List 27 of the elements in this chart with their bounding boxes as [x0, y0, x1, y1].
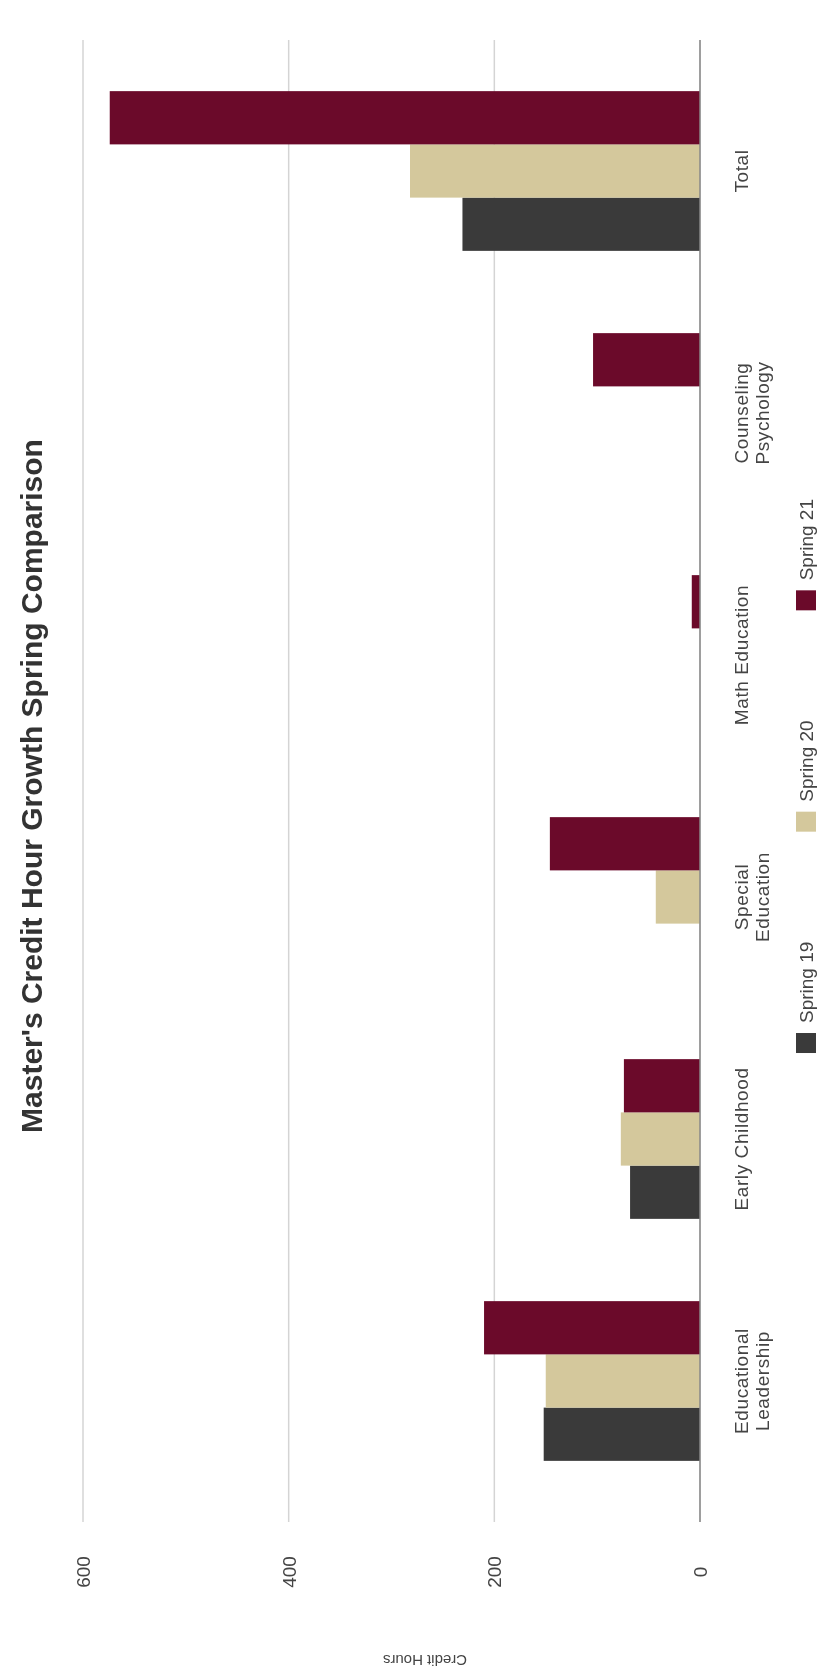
bar [620, 1112, 700, 1166]
y-tick-label: Early Childhood [731, 1067, 752, 1211]
bar [630, 1165, 700, 1219]
bar [549, 817, 700, 871]
bar [462, 197, 700, 251]
x-tick-label: 400 [278, 1556, 300, 1588]
bar [410, 144, 700, 198]
text: Master's Credit Hour Growth Spring Comparison [15, 439, 48, 1133]
x-tick-label: 0 [690, 1566, 711, 1578]
y-tick-label: Counseling Psychology [731, 361, 773, 465]
text: Spring 19 [796, 941, 817, 1024]
bar [543, 1407, 700, 1461]
bar [109, 91, 700, 145]
bar [593, 333, 700, 387]
y-tick-label: Educational Leadership [731, 1328, 773, 1434]
text: Spring 20 [796, 720, 817, 802]
bar [545, 1354, 700, 1408]
y-tick-label: Total [731, 149, 752, 193]
x-axis-title: Credit Hours [382, 1652, 468, 1669]
y-tick-label: Math Education [731, 584, 752, 726]
bar [655, 870, 700, 924]
x-tick-label: 200 [484, 1556, 506, 1588]
bar [623, 1059, 700, 1113]
bar [484, 1301, 700, 1355]
y-tick-label: Special Education [731, 852, 773, 942]
text: Spring 21 [796, 498, 817, 581]
x-tick-label: 600 [73, 1556, 94, 1588]
